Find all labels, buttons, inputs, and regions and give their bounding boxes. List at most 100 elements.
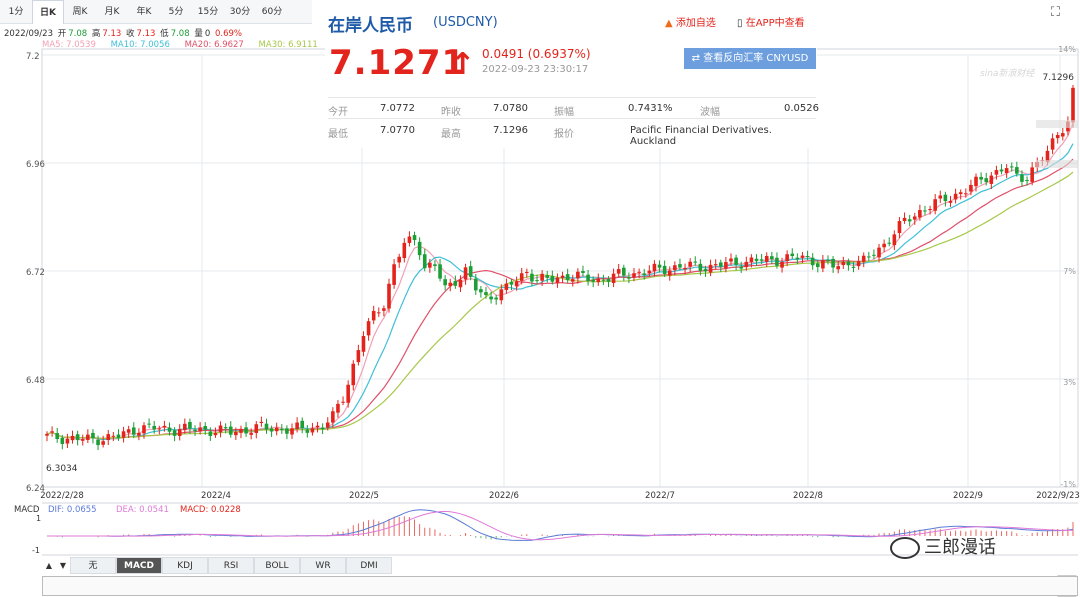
- candle-body: [912, 216, 917, 220]
- candle-body: [907, 219, 912, 222]
- arrow-up-icon[interactable]: ▲: [45, 561, 53, 570]
- candle-body: [974, 176, 978, 187]
- tab-0[interactable]: 1分: [8, 7, 24, 17]
- ma5-line: [46, 122, 1074, 441]
- candle-body: [407, 236, 412, 243]
- quote-card: 在岸人民币 (USDCNY) ▲ 添加自选 ▯ 在APP中查看 7.1271 ↑…: [325, 7, 819, 148]
- price-band: [1036, 160, 1078, 168]
- tab-3[interactable]: 月K: [104, 7, 120, 17]
- tab-7[interactable]: 30分: [229, 7, 251, 17]
- candle-body: [872, 254, 876, 256]
- candle-body: [183, 423, 187, 431]
- add-favorite-label: 添加自选: [675, 18, 716, 29]
- stats-row-2: 最低 7.0770 最高 7.1296 报价 Pacific Financial…: [328, 120, 816, 147]
- candle-body: [412, 235, 417, 241]
- candle-body: [805, 256, 810, 258]
- macd-dea-line: [47, 510, 1074, 541]
- candle-body: [208, 431, 213, 437]
- indicator-tab-2[interactable]: KDJ: [162, 557, 208, 574]
- candle-body: [167, 427, 172, 432]
- add-favorite-link[interactable]: ▲ 添加自选: [665, 14, 716, 29]
- candle-body: [254, 424, 259, 433]
- current-price: 7.1271: [329, 43, 467, 83]
- candle-body: [310, 428, 315, 433]
- candle-body: [800, 255, 805, 258]
- tab-8[interactable]: 60分: [261, 7, 283, 17]
- arrow-down-icon[interactable]: ▼: [59, 561, 67, 570]
- candle-body: [540, 273, 544, 281]
- candle-body: [861, 255, 866, 262]
- candle-body: [601, 279, 606, 281]
- candle-body: [550, 275, 555, 282]
- candle-body: [213, 432, 218, 436]
- candle-body: [458, 279, 463, 288]
- open-value: 7.08: [68, 29, 88, 39]
- candle-body: [504, 283, 509, 290]
- candle-body: [341, 401, 345, 403]
- candle-body: [157, 428, 162, 430]
- candle-body: [887, 242, 892, 244]
- x-tick-label: 2022/9/23: [1036, 491, 1080, 501]
- indicator-tab-3[interactable]: RSI: [208, 557, 254, 574]
- fluctuation-value: 0.0526: [784, 103, 819, 114]
- candle-body: [785, 254, 789, 262]
- candle-body: [836, 266, 840, 270]
- reverse-rate-button[interactable]: ⇄ 查看反向汇率 CNYUSD: [684, 48, 816, 69]
- pct-value: 0.69%: [214, 29, 242, 39]
- price-band: [1036, 120, 1078, 128]
- phone-icon: ▯: [737, 18, 743, 29]
- tab-5[interactable]: 5分: [168, 7, 184, 17]
- candle-body: [826, 260, 830, 262]
- candle-body: [775, 257, 779, 266]
- candle-body: [780, 261, 784, 268]
- indicator-tab-6[interactable]: DMI: [346, 557, 392, 574]
- currency-title: 在岸人民币: [328, 16, 413, 36]
- low-stat-label: 最低: [328, 129, 348, 140]
- candle-body: [142, 425, 146, 434]
- close-label: 收: [126, 29, 135, 39]
- candle-body: [764, 255, 769, 262]
- indicator-tab-4[interactable]: BOLL: [254, 557, 300, 574]
- candle-body: [305, 429, 310, 433]
- candle-body: [484, 292, 488, 296]
- candle-body: [969, 184, 973, 192]
- candle-body: [555, 277, 560, 283]
- high-value: 7.13: [102, 29, 122, 39]
- candle-body: [392, 264, 396, 285]
- tab-1[interactable]: 日K: [32, 0, 64, 24]
- candle-body: [790, 253, 795, 257]
- candle-body: [75, 434, 80, 441]
- view-in-app-link[interactable]: ▯ 在APP中查看: [737, 14, 805, 29]
- candle-body: [637, 271, 641, 273]
- candle-body: [688, 261, 692, 267]
- candle-body: [958, 192, 963, 195]
- candle-body: [361, 336, 366, 352]
- tab-2[interactable]: 周K: [72, 7, 88, 17]
- fullscreen-icon[interactable]: ⛶: [1050, 5, 1060, 20]
- candle-body: [673, 265, 677, 271]
- candle-body: [346, 384, 350, 403]
- tab-6[interactable]: 15分: [197, 7, 219, 17]
- fire-icon: ▲: [665, 18, 673, 29]
- indicator-tab-0[interactable]: 无: [70, 557, 116, 574]
- ma30-line: [46, 171, 1074, 440]
- candle-body: [1009, 166, 1014, 168]
- candle-body: [152, 425, 156, 430]
- tab-4[interactable]: 年K: [136, 7, 152, 17]
- candle-body: [918, 210, 922, 218]
- range-slider[interactable]: [42, 576, 1078, 596]
- candle-body: [882, 243, 886, 248]
- indicator-tab-5[interactable]: WR: [300, 557, 346, 574]
- candle-body: [770, 256, 774, 260]
- macd-dif-label: DIF: 0.0655: [48, 505, 97, 515]
- prev-close-label: 昨收: [441, 107, 461, 118]
- indicator-tab-1[interactable]: MACD: [116, 557, 162, 574]
- candle-body: [438, 264, 442, 279]
- candle-body: [560, 275, 565, 278]
- candle-body: [382, 308, 386, 311]
- candle-body: [581, 271, 585, 273]
- ma10-legend: MA10: 7.0056: [110, 40, 170, 50]
- y-tick-label: 6.96: [26, 160, 45, 170]
- candle-body: [657, 264, 662, 268]
- candle-body: [280, 429, 284, 431]
